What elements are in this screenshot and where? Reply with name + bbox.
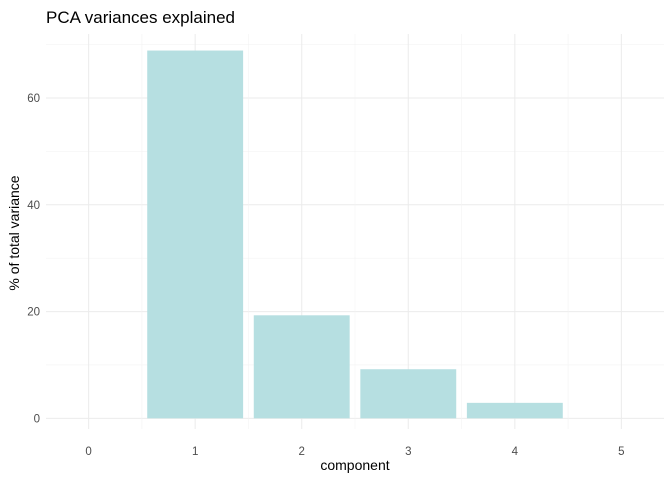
bar-component-2 xyxy=(253,315,350,419)
y-tick-label: 60 xyxy=(27,93,40,105)
bar-component-4 xyxy=(466,402,563,419)
x-axis-label: component xyxy=(320,457,389,473)
x-tick-label: 1 xyxy=(192,446,198,458)
y-axis-label: % of total variance xyxy=(6,175,22,290)
x-tick-label: 4 xyxy=(512,446,519,458)
grid-lines xyxy=(46,34,664,429)
y-tick-label: 0 xyxy=(34,413,40,425)
bar-component-1 xyxy=(147,50,244,419)
x-tick-label: 5 xyxy=(618,446,624,458)
y-tick-label: 40 xyxy=(27,200,40,212)
x-tick-label: 3 xyxy=(405,446,411,458)
chart-title: PCA variances explained xyxy=(46,8,235,27)
bar-component-3 xyxy=(360,369,457,419)
x-tick-label: 0 xyxy=(85,446,91,458)
y-tick-label: 20 xyxy=(27,307,40,319)
tick-labels: 0 1 2 3 4 5 0 20 40 60 xyxy=(27,93,624,458)
x-tick-label: 2 xyxy=(299,446,305,458)
bars xyxy=(147,50,563,419)
